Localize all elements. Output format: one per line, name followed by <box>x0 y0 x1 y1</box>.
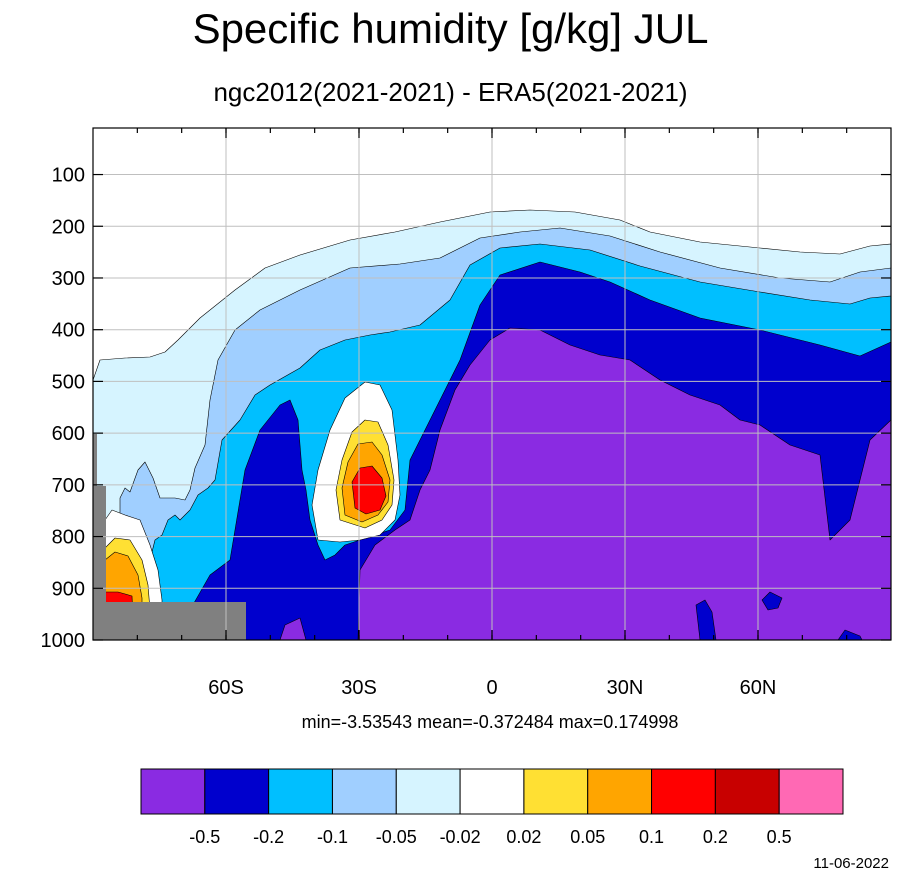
contour-band-neg-0.5-lowlevel <box>279 617 307 640</box>
colorbar-level-label: 0.2 <box>703 827 728 847</box>
plot-date: 11-06-2022 <box>813 855 889 872</box>
colorbar-swatch <box>523 768 589 815</box>
axis-ticks <box>93 128 891 641</box>
y-tick-label: 1000 <box>41 630 86 652</box>
colorbar-labels: -0.5 -0.2 -0.1 -0.05 -0.02 0.02 0.05 0.1 0.2 0.5 <box>189 827 791 847</box>
y-tick-label: 500 <box>52 371 85 393</box>
colorbar-level-label: 0.5 <box>767 827 792 847</box>
colorbar-swatch <box>459 768 525 815</box>
x-tick-label: 60S <box>208 677 244 699</box>
colorbar-swatch <box>778 768 844 815</box>
missing-data-topography <box>93 434 246 640</box>
y-tick-label: 700 <box>52 475 85 497</box>
stats-summary: min=-3.53543 mean=-0.372484 max=0.174998 <box>301 712 679 732</box>
x-tick-label: 30S <box>341 677 377 699</box>
contour-band-pos-0.2 <box>351 465 387 515</box>
x-tick-label: 0 <box>486 677 497 699</box>
y-tick-label: 600 <box>52 423 85 445</box>
colorbar-level-label: 0.1 <box>639 827 664 847</box>
colorbar-level-label: -0.2 <box>253 827 284 847</box>
contour-pocket-neg-0.2 <box>761 591 783 611</box>
chart-title: Specific humidity [g/kg] JUL <box>192 5 709 52</box>
colorbar-swatch <box>587 768 653 815</box>
colorbar-level-label: -0.5 <box>189 827 220 847</box>
grid-lines <box>93 128 891 640</box>
colorbar-level-label: -0.02 <box>440 827 481 847</box>
y-tick-label: 400 <box>52 320 85 342</box>
y-tick-label: 900 <box>52 578 85 600</box>
x-tick-label: 60N <box>740 677 777 699</box>
colorbar-swatch <box>395 768 461 815</box>
colorbar-swatch <box>140 768 206 815</box>
colorbar-level-label: -0.05 <box>376 827 417 847</box>
colorbar-swatch <box>651 768 716 815</box>
colorbar-swatch <box>204 768 270 815</box>
chart-subtitle: ngc2012(2021-2021) - ERA5(2021-2021) <box>213 77 688 107</box>
contour-pocket-neg-0.2 <box>695 599 717 640</box>
colorbar-level-label: 0.05 <box>570 827 605 847</box>
colorbar-swatch <box>714 768 780 815</box>
y-tick-label: 800 <box>52 527 85 549</box>
y-tick-label: 200 <box>52 216 85 238</box>
colorbar-swatch <box>331 768 397 815</box>
colorbar-level-label: -0.1 <box>317 827 348 847</box>
colorbar <box>140 768 844 815</box>
x-tick-label: 30N <box>607 677 644 699</box>
x-axis-labels: 60S 30S 0 30N 60N <box>208 677 776 699</box>
contour-pocket-neg-0.2 <box>837 629 863 640</box>
y-tick-label: 300 <box>52 268 85 290</box>
y-tick-label: 100 <box>52 165 85 187</box>
colorbar-swatch <box>268 768 333 815</box>
y-axis-labels: 100 200 300 400 500 600 700 800 900 1000 <box>41 165 86 652</box>
colorbar-level-label: 0.02 <box>506 827 541 847</box>
